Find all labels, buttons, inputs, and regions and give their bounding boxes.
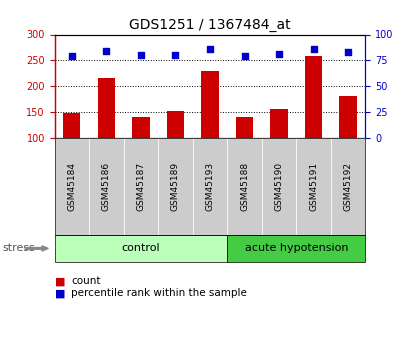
Point	[276, 51, 282, 57]
Text: count: count	[71, 276, 101, 286]
Text: GSM45190: GSM45190	[275, 162, 284, 211]
Point	[103, 48, 110, 54]
Text: control: control	[122, 244, 160, 253]
Point	[345, 49, 352, 55]
Text: stress: stress	[2, 244, 35, 253]
Bar	[132, 117, 150, 138]
Text: GSM45184: GSM45184	[67, 162, 76, 211]
Bar	[167, 110, 184, 138]
Bar	[63, 113, 81, 138]
Point	[138, 52, 144, 58]
Text: acute hypotension: acute hypotension	[244, 244, 348, 253]
Point	[310, 46, 317, 52]
Text: ■: ■	[55, 288, 65, 298]
Bar	[270, 109, 288, 138]
Point	[241, 53, 248, 59]
Text: percentile rank within the sample: percentile rank within the sample	[71, 288, 247, 298]
Point	[172, 52, 179, 58]
Bar	[305, 56, 322, 138]
Bar	[98, 79, 115, 138]
Point	[207, 46, 213, 52]
Text: GSM45188: GSM45188	[240, 162, 249, 211]
Text: ■: ■	[55, 276, 65, 286]
Bar	[236, 117, 253, 138]
Title: GDS1251 / 1367484_at: GDS1251 / 1367484_at	[129, 18, 291, 32]
Text: GSM45187: GSM45187	[136, 162, 145, 211]
Bar	[339, 96, 357, 138]
Text: GSM45193: GSM45193	[205, 162, 215, 211]
Text: GSM45191: GSM45191	[309, 162, 318, 211]
Text: GSM45186: GSM45186	[102, 162, 111, 211]
Bar	[201, 71, 219, 138]
Text: GSM45189: GSM45189	[171, 162, 180, 211]
Text: GSM45192: GSM45192	[344, 162, 353, 211]
Point	[68, 53, 75, 59]
